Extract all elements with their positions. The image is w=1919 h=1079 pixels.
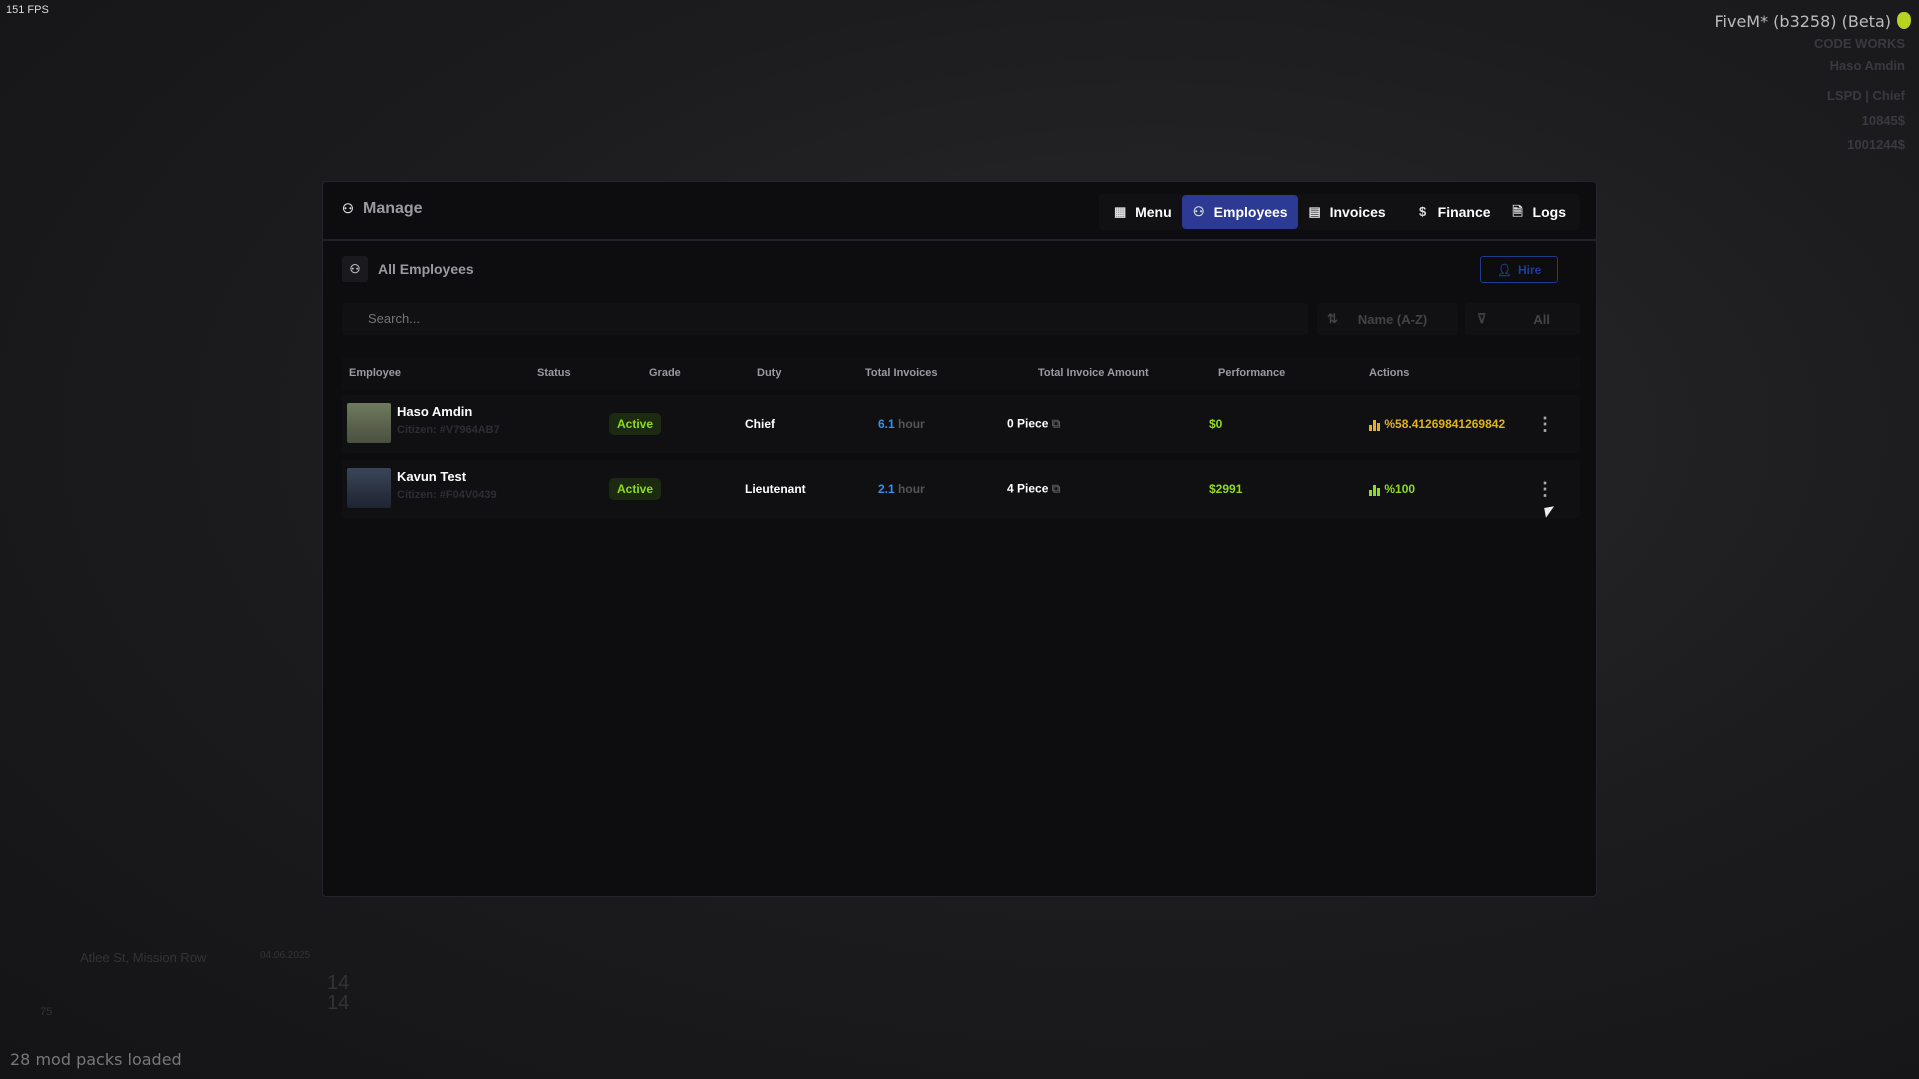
- tab-invoices[interactable]: ▤ Invoices: [1298, 195, 1396, 229]
- tab-label: Menu: [1135, 204, 1172, 220]
- more-actions-icon[interactable]: ⋮: [1536, 479, 1554, 499]
- hire-button[interactable]: 👤︎ Hire: [1480, 256, 1558, 283]
- status-badge: Active: [609, 478, 662, 500]
- sort-label: Name (A-Z): [1357, 311, 1428, 327]
- performance: %100: [1369, 482, 1415, 496]
- tab-logs[interactable]: 🗎 Logs: [1501, 195, 1576, 229]
- col-duty[interactable]: Duty: [757, 367, 782, 379]
- fps-counter: 151 FPS: [6, 4, 49, 16]
- performance: %58.41269841269842: [1369, 417, 1505, 431]
- search-input[interactable]: [342, 303, 1308, 335]
- tab-finance[interactable]: $ Finance: [1406, 195, 1501, 229]
- filter-icon: ⊽: [1477, 311, 1487, 326]
- employee-name: Haso Amdin: [397, 404, 473, 419]
- invoice-count: 4 Piece: [1007, 481, 1049, 496]
- grid-icon: ▦: [1113, 204, 1127, 219]
- table-row[interactable]: Haso Amdin Citizen: #V7964AB7 Active Chi…: [342, 395, 1580, 453]
- hud-job: LSPD | Chief: [1826, 88, 1905, 103]
- external-link-icon[interactable]: ⧉: [1051, 481, 1061, 496]
- grade: Chief: [745, 417, 775, 431]
- avatar: [347, 468, 391, 508]
- hud-num2: 14: [327, 992, 350, 1014]
- nav-tabs: ▦ Menu ⚇ Employees ▤ Invoices $ Finance 🗎 Log…: [1099, 194, 1580, 230]
- performance-value: %58.41269841269842: [1384, 417, 1506, 431]
- citizen-id: Citizen: #F04V0439: [397, 489, 497, 501]
- user-manage-icon: ⚇: [342, 201, 354, 216]
- hud-bank: 10845$: [1861, 113, 1905, 128]
- col-employee[interactable]: Employee: [349, 367, 401, 379]
- hud-health: 75: [40, 1006, 53, 1018]
- invoices: 4 Piece ⧉: [1007, 482, 1060, 497]
- hud-brand: CODE WORKS: [1814, 36, 1905, 51]
- hud-cash: 1001244$: [1847, 137, 1905, 152]
- duty: 6.1 hour: [878, 417, 925, 431]
- section-title: All Employees: [378, 261, 474, 277]
- col-status[interactable]: Status: [537, 367, 571, 379]
- sort-icon: ⇅: [1327, 311, 1338, 326]
- filter-dropdown[interactable]: ⊽ All: [1465, 303, 1580, 335]
- invoice-amount: $0: [1209, 417, 1223, 431]
- tab-label: Employees: [1213, 204, 1288, 220]
- mouse-cursor-icon: [1544, 506, 1556, 518]
- tab-label: Invoices: [1329, 204, 1386, 220]
- duty-value: 2.1: [878, 482, 895, 496]
- table-header: Employee Status Grade Duty Total Invoice…: [342, 357, 1580, 389]
- duty: 2.1 hour: [878, 482, 925, 496]
- users-icon: ⚇: [1192, 204, 1205, 219]
- citizen-id: Citizen: #V7964AB7: [397, 424, 500, 436]
- external-link-icon[interactable]: ⧉: [1051, 416, 1061, 431]
- table-row[interactable]: Kavun Test Citizen: #F04V0439 Active Lie…: [342, 460, 1580, 518]
- panel-title: ⚇ Manage: [341, 200, 423, 218]
- tab-employees[interactable]: ⚇ Employees: [1181, 195, 1298, 229]
- filter-label: All: [1533, 311, 1550, 327]
- users-icon: ⚇: [342, 256, 368, 282]
- col-total-invoices[interactable]: Total Invoices: [865, 367, 938, 379]
- invoice-amount: $2991: [1209, 482, 1243, 496]
- performance-value: %100: [1384, 482, 1416, 496]
- invoices: 0 Piece ⧉: [1007, 417, 1060, 432]
- client-version: FiveM* (b3258) (Beta): [1714, 12, 1891, 31]
- bar-chart-icon: [1369, 482, 1381, 496]
- hud-street: Atlee St, Mission Row: [80, 950, 207, 965]
- status-badge: Active: [609, 413, 662, 435]
- mods-loaded: 28 mod packs loaded: [10, 1050, 182, 1069]
- col-actions: Actions: [1369, 367, 1410, 379]
- duty-unit: hour: [898, 482, 925, 496]
- duty-value: 6.1: [878, 417, 895, 431]
- tab-label: Logs: [1532, 204, 1566, 220]
- file-icon: 🗎: [1512, 204, 1523, 219]
- hire-label: Hire: [1517, 262, 1542, 277]
- hud-num1: 14: [327, 972, 350, 994]
- panel-header: ⚇ Manage ▦ Menu ⚇ Employees ▤ Invoices $ Fin…: [323, 182, 1596, 241]
- bar-chart-icon: [1369, 417, 1381, 431]
- duty-unit: hour: [898, 417, 925, 431]
- receipt-icon: ▤: [1308, 204, 1321, 219]
- more-actions-icon[interactable]: ⋮: [1536, 414, 1554, 434]
- hud-date: 04.06.2025: [260, 950, 311, 961]
- grade: Lieutenant: [745, 482, 806, 496]
- col-grade[interactable]: Grade: [649, 367, 681, 379]
- employee-name: Kavun Test: [397, 469, 467, 484]
- hud-player: Haso Amdin: [1829, 58, 1905, 73]
- manage-panel: ⚇ Manage ▦ Menu ⚇ Employees ▤ Invoices $ Fin…: [322, 181, 1597, 897]
- tab-menu[interactable]: ▦ Menu: [1103, 195, 1182, 229]
- col-performance[interactable]: Performance: [1218, 367, 1286, 379]
- user-icon: 👤︎: [1496, 262, 1512, 277]
- tab-label: Finance: [1437, 204, 1491, 220]
- col-total-invoice-amount[interactable]: Total Invoice Amount: [1038, 367, 1149, 379]
- fivem-logo-icon: [1897, 12, 1911, 29]
- panel-title-text: Manage: [363, 200, 423, 217]
- avatar: [347, 403, 391, 443]
- invoice-count: 0 Piece: [1007, 416, 1049, 431]
- sort-dropdown[interactable]: ⇅ Name (A-Z): [1317, 303, 1458, 335]
- dollar-icon: $: [1419, 204, 1427, 219]
- section-header: ⚇ All Employees: [342, 256, 474, 282]
